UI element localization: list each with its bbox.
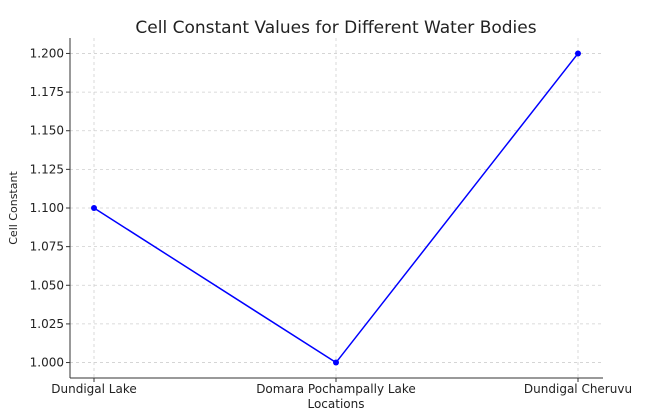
data-point: [333, 359, 339, 366]
x-tick-label: Dundigal Cheruvu: [524, 382, 632, 396]
y-tick-label: 1.125: [30, 162, 64, 176]
y-axis-label: Cell Constant: [7, 171, 20, 245]
y-tick-label: 1.025: [30, 317, 64, 331]
y-tick-label: 1.150: [30, 124, 64, 138]
data-point: [91, 205, 97, 211]
y-tick-label: 1.075: [30, 240, 64, 254]
grid-layer: [70, 38, 603, 378]
y-tick-label: 1.050: [30, 278, 64, 292]
series-layer: [91, 50, 581, 366]
y-ticks: 1.000 1.025 1.050 1.075 1.100 1.125 1.150 1.175…: [30, 46, 70, 370]
chart-title: Cell Constant Values for Different Water…: [135, 18, 536, 38]
x-axis-label: Locations: [307, 397, 364, 410]
x-ticks: Dundigal Lake Domara Pochampally Lake Dund…: [51, 378, 632, 396]
y-tick-label: 1.175: [30, 85, 64, 99]
x-tick-label: Domara Pochampally Lake: [256, 382, 416, 396]
y-tick-label: 1.100: [30, 201, 64, 215]
y-tick-label: 1.200: [30, 46, 64, 60]
x-tick-label: Dundigal Lake: [51, 382, 136, 396]
y-tick-label: 1.000: [30, 356, 64, 370]
data-point: [575, 50, 581, 57]
